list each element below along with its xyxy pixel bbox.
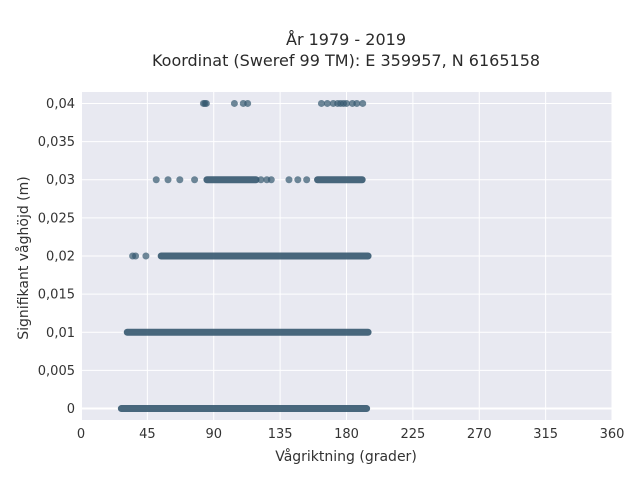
data-point <box>359 99 367 107</box>
data-point <box>176 176 184 184</box>
y-tick-label: 0,015 <box>38 288 75 303</box>
y-axis-ticks: 0 0,005 0,01 0,015 0,02 0,025 0,03 0,035 0,04 <box>38 97 75 417</box>
x-axis-ticks: 0 45 90 135 180 225 270 315 360 <box>77 427 625 442</box>
x-tick-label: 45 <box>139 427 156 442</box>
data-point <box>267 176 275 184</box>
chart-subtitle: Koordinat (Sweref 99 TM): E 359957, N 61… <box>152 51 540 70</box>
data-point <box>257 176 265 184</box>
chart-title: År 1979 - 2019 <box>286 30 406 49</box>
data-point-cluster <box>203 176 260 184</box>
x-tick-label: 270 <box>467 427 492 442</box>
data-point <box>152 176 160 184</box>
data-point-cluster <box>123 328 372 336</box>
data-point <box>294 176 302 184</box>
x-tick-label: 180 <box>334 427 359 442</box>
x-tick-label: 315 <box>533 427 558 442</box>
y-axis-label: Signifikant våghöjd (m) <box>15 176 32 339</box>
data-point <box>303 176 311 184</box>
data-point <box>132 252 140 260</box>
data-point <box>285 176 293 184</box>
data-point-cluster <box>314 176 366 184</box>
y-tick-label: 0,04 <box>46 97 75 112</box>
data-points <box>117 99 372 413</box>
x-tick-label: 0 <box>77 427 85 442</box>
y-tick-label: 0,035 <box>38 135 75 150</box>
data-point <box>244 99 252 107</box>
x-tick-label: 90 <box>205 427 222 442</box>
data-point <box>202 99 210 107</box>
data-point <box>230 99 238 107</box>
x-tick-label: 135 <box>268 427 293 442</box>
data-point <box>191 176 199 184</box>
y-tick-label: 0,03 <box>46 173 75 188</box>
y-tick-label: 0,01 <box>46 326 75 341</box>
x-tick-label: 225 <box>400 427 425 442</box>
data-point <box>164 176 172 184</box>
data-point <box>317 99 325 107</box>
x-axis-label: Vågriktning (grader) <box>275 448 417 465</box>
y-tick-label: 0,02 <box>46 250 75 265</box>
y-tick-label: 0,005 <box>38 364 75 379</box>
data-point <box>323 99 331 107</box>
x-tick-label: 360 <box>600 427 625 442</box>
y-tick-label: 0,025 <box>38 211 75 226</box>
data-point <box>343 99 350 107</box>
y-tick-label: 0 <box>67 402 75 417</box>
data-point-cluster <box>117 405 371 413</box>
data-point-cluster <box>157 252 372 260</box>
data-point <box>142 252 150 260</box>
data-point <box>353 99 361 107</box>
